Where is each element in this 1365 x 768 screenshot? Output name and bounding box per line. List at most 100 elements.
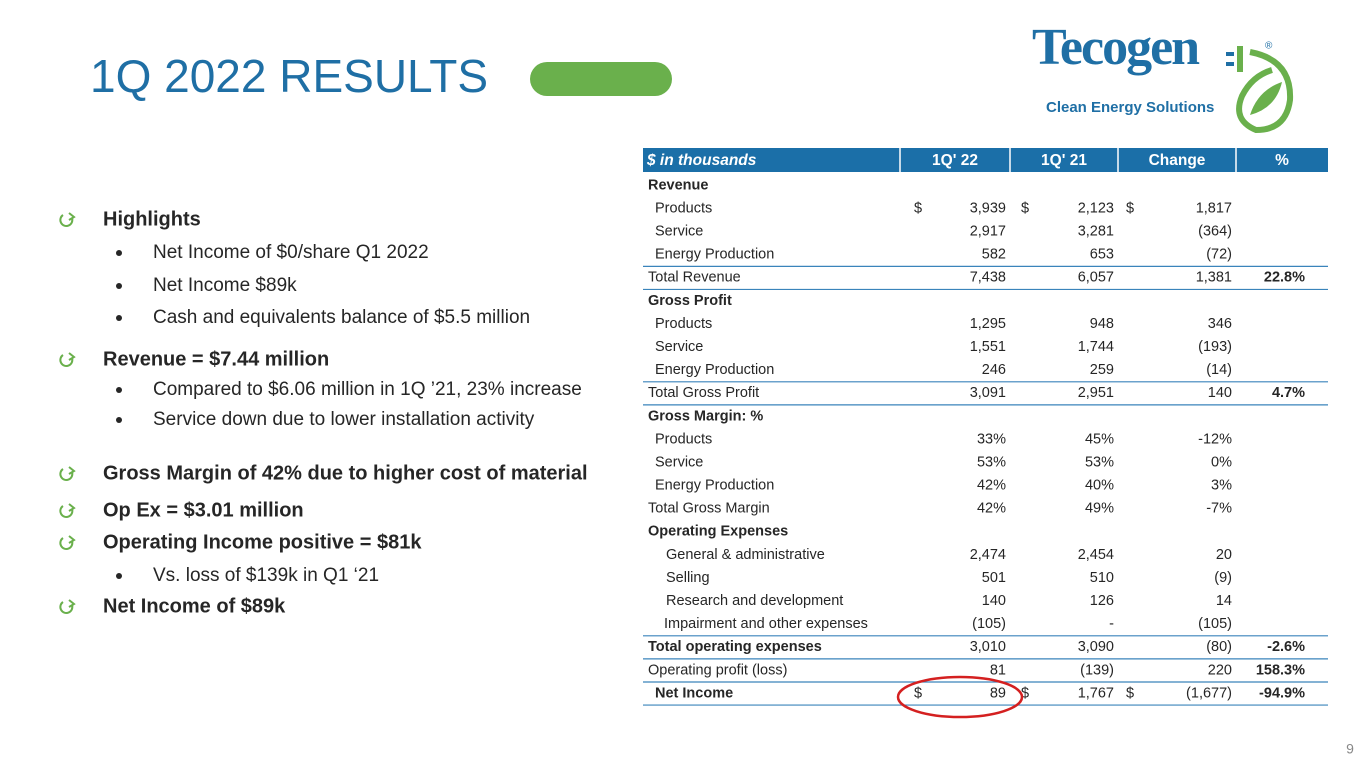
currency-sign: $ xyxy=(1021,685,1029,701)
logo-leaf-fill xyxy=(1250,82,1282,115)
table-cell: (105) xyxy=(972,616,1006,632)
bullet-list: Highlights Net Income of $0/share Q1 2022… xyxy=(59,208,588,617)
table-cell: 1,295 xyxy=(970,316,1006,332)
logo-leaf xyxy=(1236,49,1294,134)
table-cell: 582 xyxy=(982,247,1006,263)
row-label: Energy Production xyxy=(655,478,774,494)
row-label: Selling xyxy=(666,570,710,586)
row-label: Energy Production xyxy=(655,362,774,378)
logo-mark: ® xyxy=(1265,41,1273,52)
table-cell: 7,438 xyxy=(970,270,1006,286)
row-label: Total Gross Profit xyxy=(648,385,759,401)
page-number: 9 xyxy=(1346,741,1354,757)
table-cell: 3,939 xyxy=(970,200,1006,216)
bullet-icon-arrow xyxy=(68,599,76,608)
row-label: Research and development xyxy=(666,593,843,609)
table-cell: 40% xyxy=(1085,478,1114,494)
logo: Tecogen ® Clean Energy Solutions xyxy=(1032,19,1294,134)
table-cell: 42% xyxy=(977,478,1006,494)
bullet-icon-arrow xyxy=(68,535,76,544)
table-cell: 0% xyxy=(1211,454,1232,470)
table-cell: (105) xyxy=(1198,616,1232,632)
table-cell: (72) xyxy=(1206,247,1232,263)
table-cell: 1,817 xyxy=(1196,200,1232,216)
table-cell: 42% xyxy=(977,501,1006,517)
table-cell: 501 xyxy=(982,570,1006,586)
table-cell: 2,917 xyxy=(970,224,1006,240)
table-cell: 81 xyxy=(990,662,1006,678)
header-cell: 1Q' 21 xyxy=(1041,152,1087,169)
table-cell: 14 xyxy=(1216,593,1232,609)
table-cell: -12% xyxy=(1198,431,1232,447)
row-label: Gross Margin: % xyxy=(648,408,763,424)
table-cell: (1,677) xyxy=(1186,685,1232,701)
sub-bullet-text: Vs. loss of $139k in Q1 ‘21 xyxy=(153,565,379,586)
row-label: Products xyxy=(655,316,712,332)
table-cell: 346 xyxy=(1208,316,1232,332)
table-cell: 1,767 xyxy=(1078,685,1114,701)
table-cell: 220 xyxy=(1208,662,1232,678)
sub-bullet-text: Cash and equivalents balance of $5.5 mil… xyxy=(153,307,530,328)
pct-cell: 4.7% xyxy=(1272,385,1305,401)
table-cell: 3,091 xyxy=(970,385,1006,401)
accent-pill xyxy=(530,62,672,96)
row-label: Total Revenue xyxy=(648,270,741,286)
table-cell: 49% xyxy=(1085,501,1114,517)
currency-sign: $ xyxy=(914,685,922,701)
currency-sign: $ xyxy=(1126,200,1134,216)
table-cell: 2,454 xyxy=(1078,547,1114,563)
row-label: Total Gross Margin xyxy=(648,501,770,517)
row-label: Service xyxy=(655,339,703,355)
row-label: Net Income xyxy=(655,685,733,701)
table-cell: 33% xyxy=(977,431,1006,447)
bullet-icon-arrow xyxy=(68,466,76,475)
table-cell: (9) xyxy=(1214,570,1232,586)
table-cell: 126 xyxy=(1090,593,1114,609)
table-cell: 140 xyxy=(982,593,1006,609)
sub-bullet-text: Compared to $6.06 million in 1Q ’21, 23%… xyxy=(153,379,582,400)
plug-pin xyxy=(1226,52,1234,56)
logo-name: Tecogen xyxy=(1032,19,1200,76)
bullet-text: Revenue = $7.44 million xyxy=(103,348,329,370)
bullet-icon xyxy=(59,468,74,481)
table-cell: (14) xyxy=(1206,362,1232,378)
highlight-circle xyxy=(896,675,1024,719)
table-cell: 948 xyxy=(1090,316,1114,332)
table-cell: 3% xyxy=(1211,478,1232,494)
pct-cell: -94.9% xyxy=(1259,685,1305,701)
table-cell: 6,057 xyxy=(1078,270,1114,286)
bullet-text: Op Ex = $3.01 million xyxy=(103,499,304,521)
bullet-text: Operating Income positive = $81k xyxy=(103,531,422,553)
table-cell: 53% xyxy=(1085,454,1114,470)
bullet-icon xyxy=(59,601,74,614)
table-cell: 140 xyxy=(1208,385,1232,401)
currency-sign: $ xyxy=(1126,685,1134,701)
financial-table: $ in thousands 1Q' 22 1Q' 21 Change % Revenue… xyxy=(643,148,1328,706)
table-cell: (80) xyxy=(1206,639,1232,655)
row-label: Total operating expenses xyxy=(648,639,822,655)
table-cell: (139) xyxy=(1080,662,1114,678)
table-cell: 89 xyxy=(990,685,1006,701)
bullet-icon-arrow xyxy=(68,212,76,221)
table-cell: 653 xyxy=(1090,247,1114,263)
bullet-text: Net Income of $89k xyxy=(103,595,286,617)
table-cell: 1,744 xyxy=(1078,339,1114,355)
pct-cell: 158.3% xyxy=(1256,662,1305,678)
logo-tagline: Clean Energy Solutions xyxy=(1046,99,1214,116)
table-cell: 3,090 xyxy=(1078,639,1114,655)
row-label: Products xyxy=(655,431,712,447)
pct-cell: 22.8% xyxy=(1264,270,1305,286)
bullet-icon xyxy=(59,354,74,367)
bullet-text: Highlights xyxy=(103,208,201,230)
row-label: Service xyxy=(655,454,703,470)
row-label: Gross Profit xyxy=(648,293,732,309)
bullet-icon-arrow xyxy=(68,503,76,512)
table-cell: 20 xyxy=(1216,547,1232,563)
slide-title: 1Q 2022 RESULTS xyxy=(90,50,488,102)
sub-bullet-dot xyxy=(116,315,122,321)
row-label: Products xyxy=(655,200,712,216)
row-label: Revenue xyxy=(648,177,708,193)
table-cell: 3,010 xyxy=(970,639,1006,655)
bullet-icon xyxy=(59,214,74,227)
sub-bullet-text: Net Income of $0/share Q1 2022 xyxy=(153,242,429,263)
